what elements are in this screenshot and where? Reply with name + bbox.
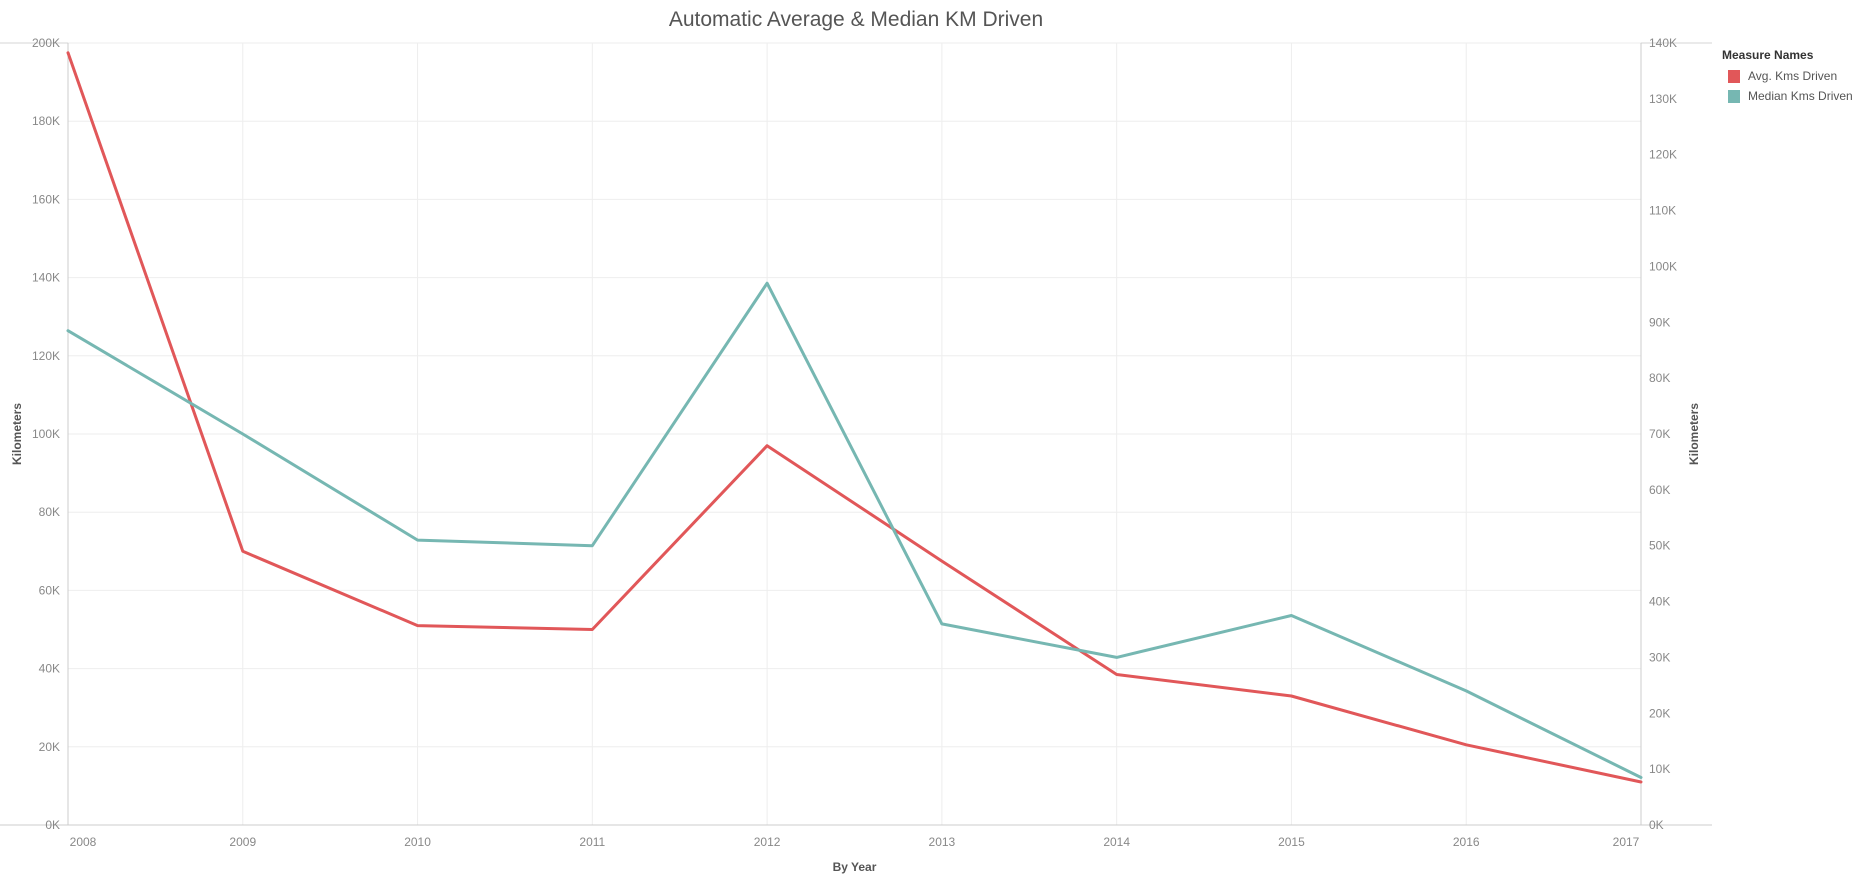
y-right-tick-label: 40K	[1649, 595, 1670, 609]
y-right-tick-label: 110K	[1649, 204, 1676, 218]
x-tick-label: 2011	[579, 835, 605, 849]
y-left-axis-title: Kilometers	[10, 403, 24, 465]
legend-item: Avg. Kms Driven	[1722, 66, 1860, 86]
y-right-tick-label: 70K	[1649, 427, 1670, 441]
y-left-tick-label: 40K	[39, 662, 60, 676]
legend-item: Median Kms Driven	[1722, 86, 1860, 106]
series-line-avg-kms-driven	[66, 51, 1643, 784]
legend-title: Measure Names	[1722, 48, 1814, 62]
legend: Measure Names Avg. Kms Driven Median Kms …	[1722, 48, 1860, 106]
x-tick-label: 2014	[1103, 835, 1130, 849]
y-right-tick-label: 10K	[1649, 762, 1670, 776]
y-left-tick-label: 20K	[39, 740, 60, 754]
y-left-tick-label: 80K	[39, 505, 60, 519]
x-tick-label: 2012	[754, 835, 781, 849]
y-right-tick-label: 140K	[1649, 36, 1677, 50]
y-right-tick-label: 80K	[1649, 371, 1670, 385]
x-tick-label: 2016	[1453, 835, 1480, 849]
legend-label: Median Kms Driven	[1748, 89, 1853, 103]
x-tick-label: 2009	[229, 835, 256, 849]
y-left-tick-label: 120K	[32, 349, 60, 363]
y-right-tick-label: 50K	[1649, 539, 1670, 553]
y-right-tick-label: 90K	[1649, 315, 1670, 329]
y-right-tick-label: 130K	[1649, 92, 1677, 106]
y-left-tick-label: 180K	[32, 114, 60, 128]
y-left-tick-label: 60K	[39, 583, 60, 597]
y-right-tick-label: 30K	[1649, 650, 1670, 664]
x-tick-label: 2017	[1613, 835, 1640, 849]
y-left-tick-label: 100K	[32, 427, 60, 441]
y-left-tick-label: 140K	[32, 271, 60, 285]
legend-label: Avg. Kms Driven	[1748, 69, 1838, 83]
y-right-tick-label: 0K	[1649, 818, 1664, 832]
legend-items: Avg. Kms Driven Median Kms Driven	[1722, 66, 1860, 106]
y-right-tick-label: 100K	[1649, 259, 1677, 273]
y-left-tick-label: 160K	[32, 192, 60, 206]
x-tick-label: 2013	[929, 835, 956, 849]
x-tick-label: 2015	[1278, 835, 1305, 849]
y-right-tick-label: 60K	[1649, 483, 1670, 497]
legend-swatch	[1728, 69, 1740, 83]
x-tick-label: 2010	[404, 835, 431, 849]
y-left-tick-label: 200K	[32, 36, 60, 50]
y-right-tick-label: 120K	[1649, 148, 1677, 162]
x-axis-title: By Year	[833, 860, 877, 874]
series-line-median-kms-driven	[66, 281, 1643, 779]
chart-title: Automatic Average & Median KM Driven	[668, 8, 1044, 31]
y-right-axis-title: Kilometers	[1687, 403, 1701, 465]
x-tick-label: 2008	[70, 835, 97, 849]
y-left-tick-label: 0K	[45, 818, 60, 832]
y-right-tick-label: 20K	[1649, 706, 1670, 720]
legend-swatch	[1728, 89, 1740, 103]
